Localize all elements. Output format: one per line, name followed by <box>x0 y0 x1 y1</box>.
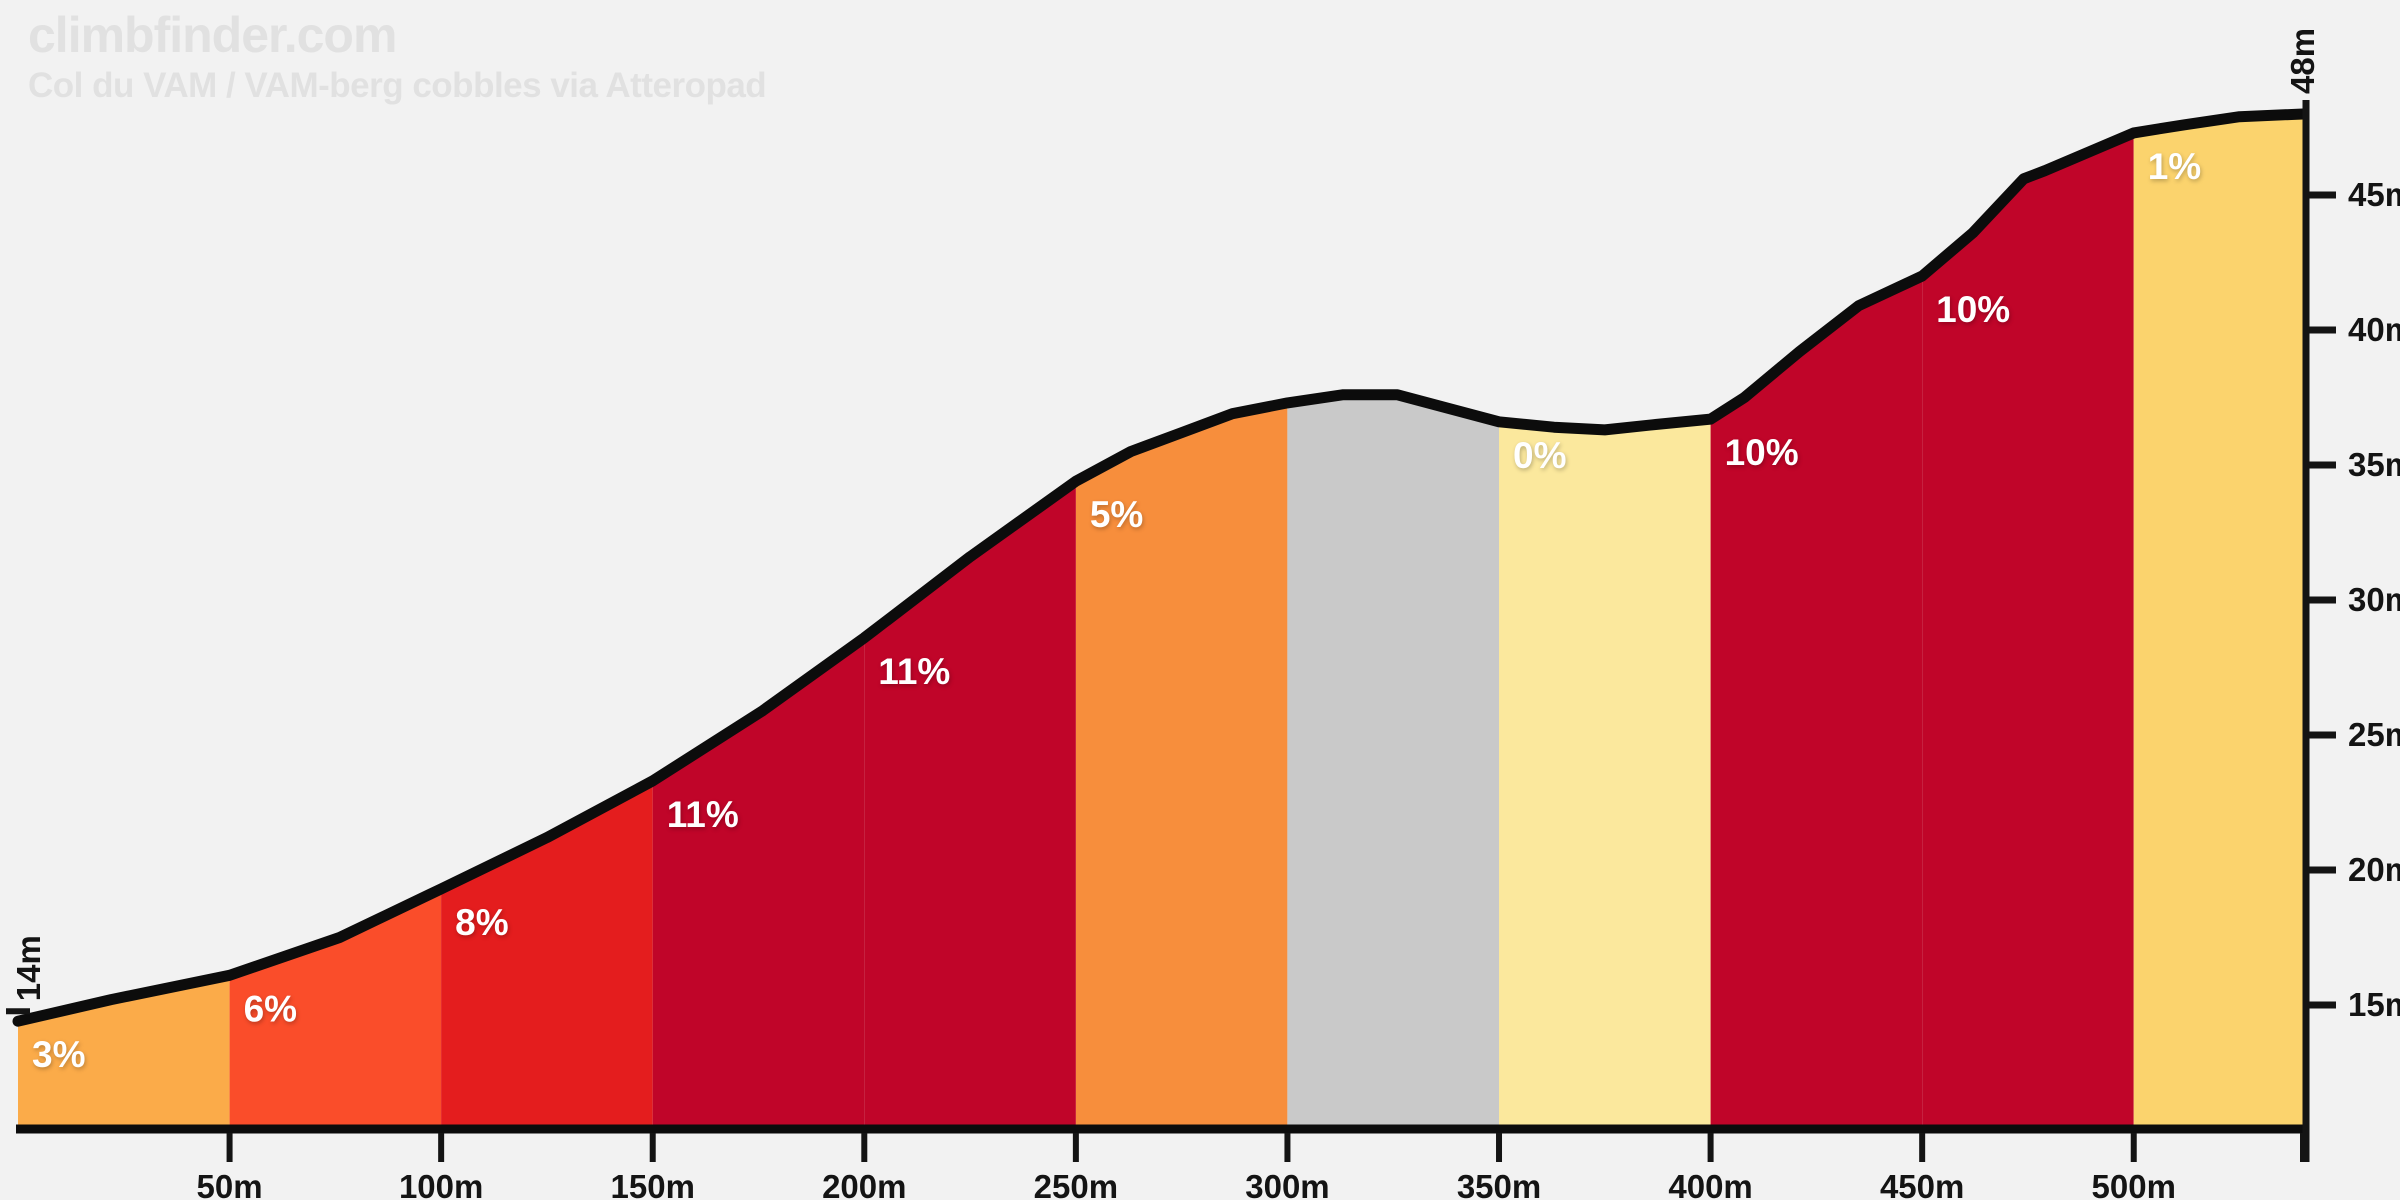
watermark: climbfinder.com Col du VAM / VAM-berg co… <box>28 7 767 106</box>
x-tick-label: 150m <box>611 1168 695 1200</box>
segment-gradient-label: 1% <box>2148 146 2201 187</box>
y-tick-label: 45m <box>2348 176 2400 213</box>
segment-gradient-label: 10% <box>1725 432 1799 473</box>
y-tick-label: 15m <box>2348 986 2400 1023</box>
x-tick-label: 400m <box>1668 1168 1752 1200</box>
segment-gradient-label: 3% <box>32 1034 85 1075</box>
segment-gradient-label: 11% <box>667 794 739 835</box>
y-tick-label: 30m <box>2348 581 2400 618</box>
elevation-curve <box>12 108 2309 1027</box>
x-tick-label: 250m <box>1034 1168 1118 1200</box>
segment-area-11% <box>864 481 1076 1132</box>
segment-gradient-label: 5% <box>1090 494 1143 535</box>
y-tick-label: 40m <box>2348 311 2400 348</box>
segment-area-10% <box>1710 276 1923 1132</box>
x-tick-label: 500m <box>2092 1168 2176 1200</box>
segment-area-10% <box>1922 132 2134 1132</box>
site-logo: climbfinder.com <box>28 7 397 63</box>
y-tick-label: 25m <box>2348 716 2400 753</box>
y-axis-top-label: 48m <box>2284 28 2321 94</box>
segment-area-11% <box>652 637 865 1132</box>
x-tick-label: 350m <box>1457 1168 1541 1200</box>
segment-gradient-label: 10% <box>1936 289 2010 330</box>
segment-gradient-label: 11% <box>878 651 950 692</box>
segment-gradient-label: 6% <box>244 988 297 1029</box>
segment-gradient-label: 8% <box>455 902 508 943</box>
x-tick-label: 450m <box>1880 1168 1964 1200</box>
x-tick-label: 100m <box>399 1168 483 1200</box>
segment-area-6% <box>229 888 442 1132</box>
x-tick-label: 300m <box>1245 1168 1329 1200</box>
segment-area-5% <box>1075 402 1288 1132</box>
segment-area-0% <box>1499 419 1711 1133</box>
y-tick-label: 20m <box>2348 851 2400 888</box>
start-elevation-label: 14m <box>10 935 47 1001</box>
x-tick-label: 50m <box>197 1168 263 1200</box>
segment-area-1% <box>2133 114 2303 1132</box>
y-tick-label: 35m <box>2348 446 2400 483</box>
climb-title: Col du VAM / VAM-berg cobbles via Attero… <box>28 66 767 105</box>
segment-area-descent <box>1287 394 1499 1132</box>
segment-gradient-label: 0% <box>1513 435 1566 476</box>
x-tick-label: 200m <box>822 1168 906 1200</box>
